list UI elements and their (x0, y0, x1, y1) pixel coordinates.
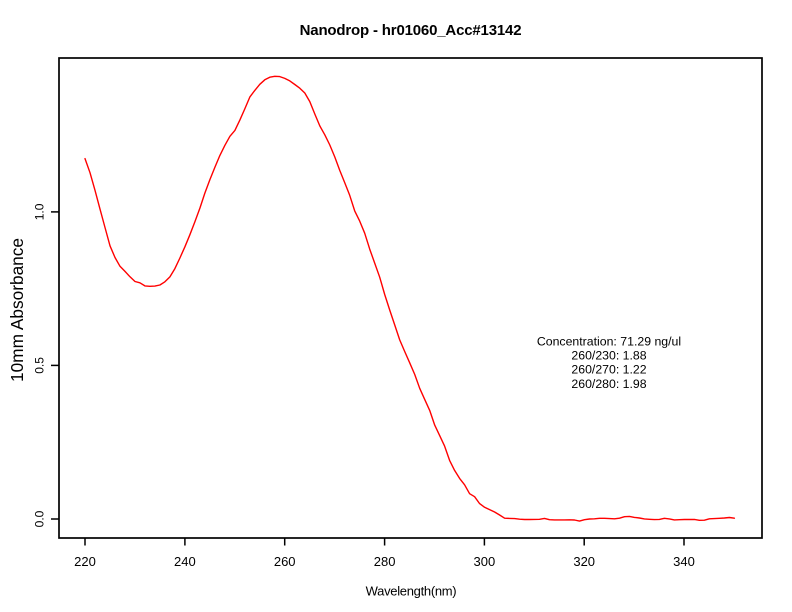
svg-text:220: 220 (74, 554, 96, 569)
svg-text:Nanodrop - hr01060_Acc#13142: Nanodrop - hr01060_Acc#13142 (300, 22, 522, 39)
svg-text:Concentration: 71.29 ng/ul: Concentration: 71.29 ng/ul (537, 334, 681, 348)
svg-text:260: 260 (274, 554, 296, 569)
svg-text:0.0: 0.0 (33, 510, 47, 527)
svg-text:240: 240 (174, 554, 196, 569)
svg-text:0.5: 0.5 (33, 357, 47, 374)
svg-text:260/280: 1.98: 260/280: 1.98 (571, 377, 646, 391)
svg-text:320: 320 (573, 554, 595, 569)
svg-text:280: 280 (374, 554, 396, 569)
svg-text:340: 340 (673, 554, 695, 569)
svg-text:300: 300 (474, 554, 496, 569)
svg-text:Wavelength(nm): Wavelength(nm) (366, 584, 457, 599)
svg-text:260/270: 1.22: 260/270: 1.22 (571, 363, 646, 377)
svg-text:1.0: 1.0 (33, 203, 47, 220)
svg-text:10mm Absorbance: 10mm Absorbance (7, 238, 27, 382)
svg-text:260/230: 1.88: 260/230: 1.88 (571, 349, 646, 363)
